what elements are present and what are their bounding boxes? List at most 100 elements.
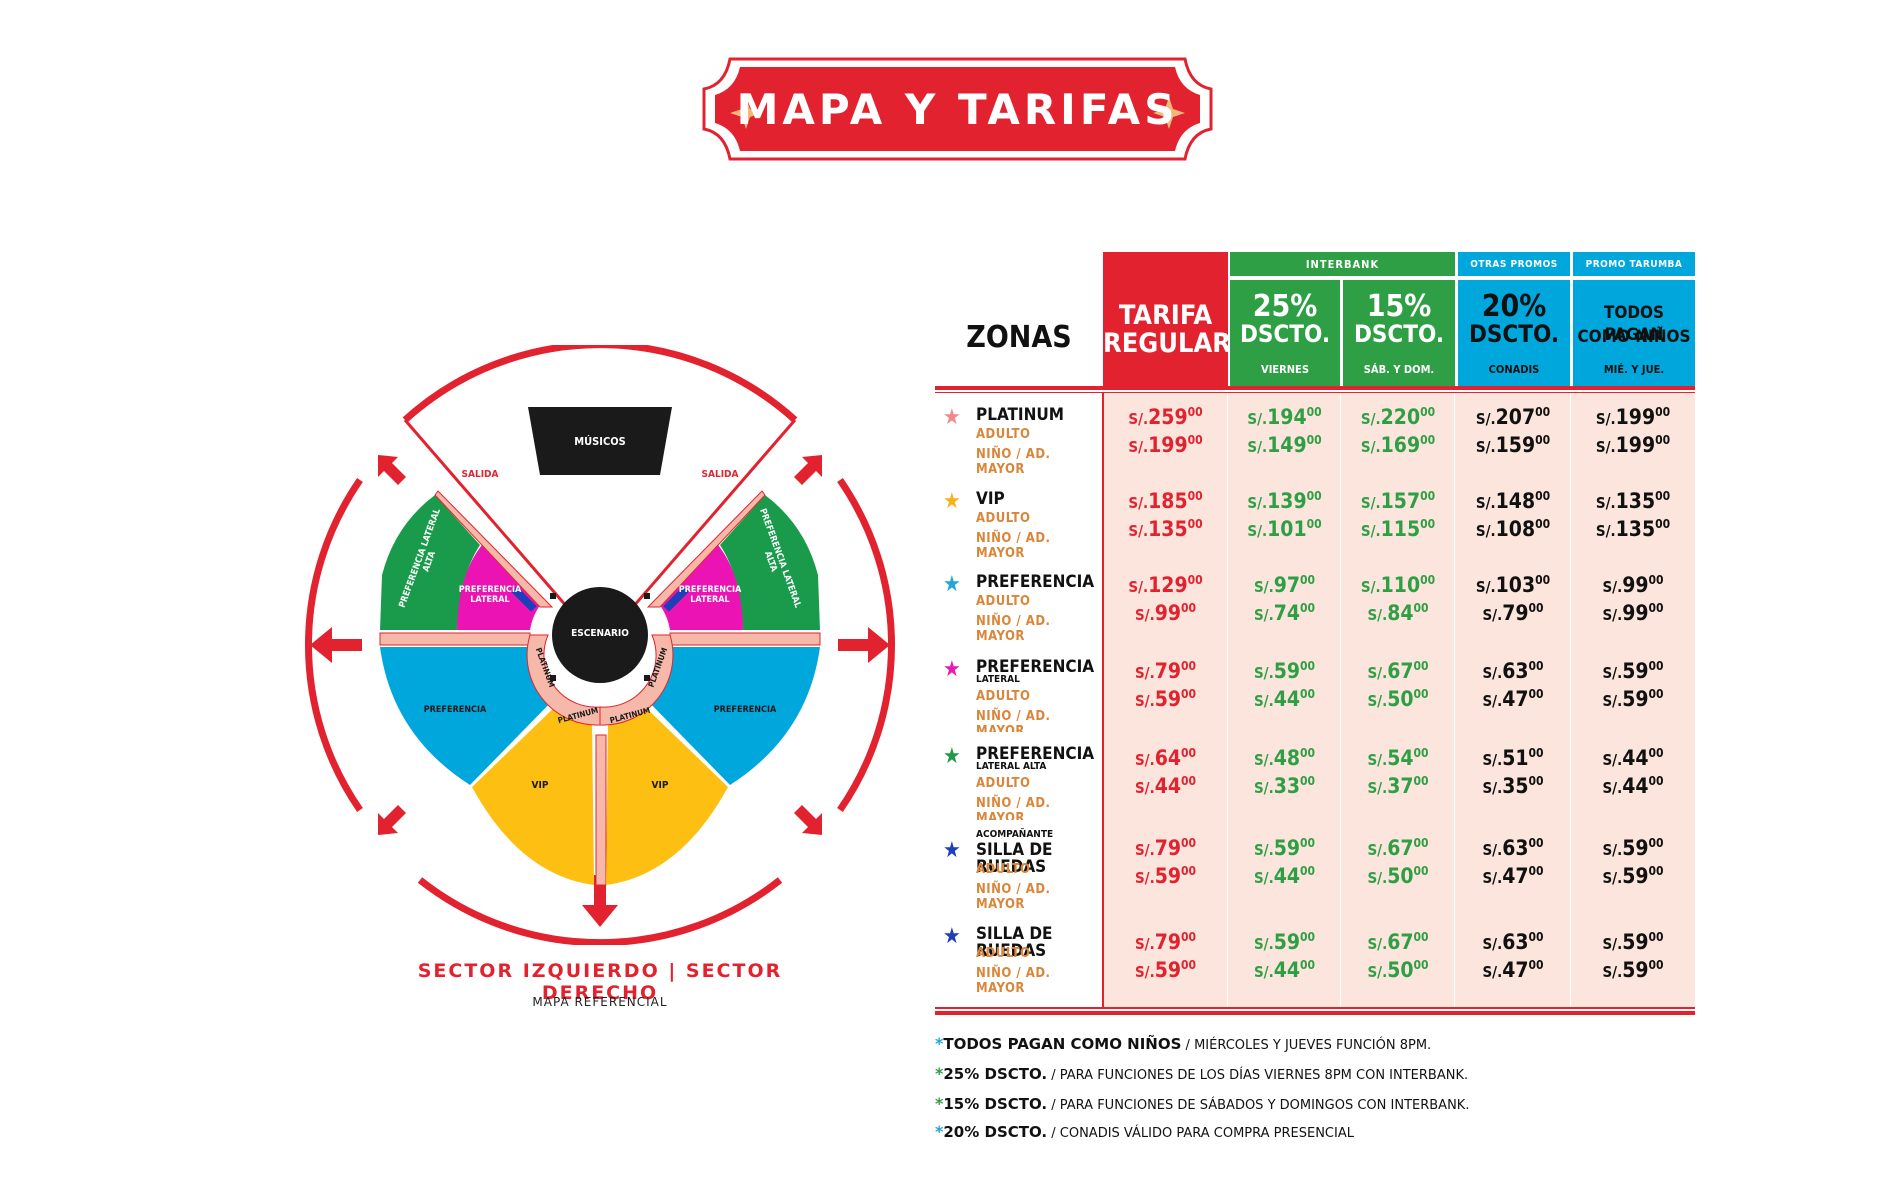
table-row: ★ SILLA DE RUEDAS ADULTO NIÑO / AD. MAYOR S/… [935, 912, 1695, 1009]
price-adult: S/.15700 [1360, 488, 1436, 513]
col-header-20: 20% DSCTO. CONADIS [1458, 280, 1570, 386]
title-banner: MAPA Y TARIFAS [700, 55, 1215, 163]
price-child: S/.15900 [1475, 433, 1551, 457]
musicians-label: MÚSICOS [574, 435, 626, 448]
column-divider [1102, 820, 1104, 912]
column-divider [1227, 477, 1228, 560]
zone-label-pref-lateral-left: PREFERENCIA LATERAL [458, 585, 522, 605]
table-row: ★ PREFERENCIA ADULTO NIÑO / AD. MAYOR S/.129… [935, 560, 1695, 647]
table-row: ★ ACOMPAÑANTE SILLA DE RUEDAS ADULTO NIÑO / … [935, 820, 1695, 914]
col-header-15: 15% DSCTO. SÁB. Y DOM. [1343, 280, 1455, 386]
price-child: S/.5000 [1367, 957, 1429, 982]
star-icon: ★ [943, 489, 961, 514]
column-divider [1340, 393, 1341, 477]
price-child: S/.7900 [1482, 600, 1544, 625]
star-icon: ★ [943, 838, 961, 863]
price-adult: S/.6700 [1367, 658, 1429, 683]
group-interbank: INTERBANK [1230, 252, 1455, 276]
price-child: S/.4700 [1482, 864, 1544, 888]
price-child: S/.5000 [1367, 864, 1429, 888]
zone-cell: ★ VIP ADULTO NIÑO / AD. MAYOR [935, 477, 1103, 561]
column-divider [1340, 732, 1341, 820]
footnote: *15% DSCTO. / PARA FUNCIONES DE SÁBADOS … [935, 1094, 1470, 1113]
musicians-area [528, 407, 672, 475]
price-adult: S/.5900 [1602, 929, 1664, 954]
price-adult: S/.19400 [1247, 405, 1322, 429]
column-divider [1570, 820, 1571, 912]
price-child: S/.5900 [1602, 864, 1664, 888]
column-divider [1102, 732, 1104, 820]
star-icon: ★ [943, 744, 961, 769]
zone-pref-lateral-alta-left [380, 495, 480, 630]
col-header-ninos: TODOS PAGAN COMO NIÑOS MIÉ. Y JUE. [1573, 280, 1695, 386]
column-divider [1570, 393, 1571, 477]
price-child: S/.13500 [1128, 516, 1203, 541]
footnote: *TODOS PAGAN COMO NIÑOS / MIÉRCOLES Y JU… [935, 1034, 1432, 1053]
star-icon: ★ [943, 572, 961, 597]
price-adult: S/.18500 [1128, 488, 1203, 513]
map-subcaption: MAPA REFERENCIAL [532, 995, 668, 1009]
price-adult: S/.9700 [1253, 572, 1316, 597]
column-divider [1454, 477, 1455, 560]
column-divider [1454, 820, 1455, 912]
column-divider [1227, 560, 1228, 645]
column-divider [1570, 645, 1571, 732]
table-top-rule-thin [935, 392, 1695, 393]
price-child: S/.5000 [1367, 686, 1429, 711]
price-adult: S/.5100 [1482, 746, 1544, 770]
star-icon: ★ [943, 924, 961, 949]
zone-vip-left [472, 700, 594, 885]
price-adult: S/.14800 [1475, 488, 1551, 513]
column-divider [1102, 645, 1104, 732]
column-divider [1102, 912, 1104, 1007]
price-child: S/.4400 [1253, 686, 1316, 711]
zone-label-vip-right: VIP [651, 780, 669, 791]
column-divider [1570, 560, 1571, 645]
zone-name: SILLA DE RUEDAS [976, 840, 1053, 877]
footnote: *20% DSCTO. / CONADIS VÁLIDO PARA COMPRA… [935, 1122, 1354, 1141]
col-header-regular: TARIFA REGULAR [1103, 252, 1231, 386]
map-caption: SECTOR IZQUIERDO | SECTOR DERECHO [417, 960, 783, 1004]
price-adult: S/.19900 [1595, 405, 1671, 429]
price-child: S/.4400 [1134, 774, 1197, 798]
column-divider [1454, 393, 1455, 477]
price-adult: S/.13500 [1595, 488, 1671, 513]
label-child: NIÑO / AD. MAYOR [976, 447, 1051, 477]
price-child: S/.10100 [1247, 516, 1322, 541]
column-divider [1570, 477, 1571, 560]
sparkle-icon [730, 97, 1185, 129]
zone-name: PREFERENCIA [976, 744, 1095, 764]
label-adult: ADULTO [976, 427, 1031, 442]
price-child: S/.11500 [1360, 516, 1436, 541]
price-adult: S/.11000 [1360, 572, 1436, 597]
price-adult: S/.10300 [1475, 572, 1551, 597]
column-divider [1454, 560, 1455, 645]
column-divider [1454, 645, 1455, 732]
exit-label-left: SALIDA [461, 469, 499, 480]
price-adult: S/.4800 [1253, 746, 1316, 770]
column-divider [1102, 393, 1104, 477]
price-adult: S/.6300 [1482, 836, 1544, 860]
price-child: S/.3500 [1482, 774, 1544, 798]
label-child: NIÑO / AD. MAYOR [976, 614, 1051, 644]
price-child: S/.5900 [1134, 864, 1197, 888]
column-divider [1570, 912, 1571, 1007]
price-child: S/.13500 [1595, 516, 1671, 541]
seating-map: MÚSICOS SALIDA SALIDA ESCENARIO PREFEREN… [300, 341, 900, 947]
table-top-rule [935, 386, 1695, 390]
price-child: S/.4400 [1253, 864, 1316, 888]
column-divider [1340, 477, 1341, 560]
star-icon: ★ [943, 405, 961, 430]
zone-cell: ★ PREFERENCIA LATERAL ALTA ADULTO NIÑO / AD.… [935, 732, 1103, 826]
table-row: ★ PLATINUM ADULTO NIÑO / AD. MAYOR S/.25900 S… [935, 393, 1695, 479]
price-child: S/.14900 [1247, 433, 1322, 457]
price-child: S/.10800 [1475, 516, 1551, 541]
zone-label-pref-lateral-right: PREFERENCIA LATERAL [678, 585, 742, 605]
zone-subname: LATERAL ALTA [976, 761, 1047, 772]
price-child: S/.4700 [1482, 957, 1544, 982]
column-divider [1102, 560, 1104, 645]
column-divider [1340, 820, 1341, 912]
column-divider [1227, 820, 1228, 912]
column-divider [1227, 732, 1228, 820]
